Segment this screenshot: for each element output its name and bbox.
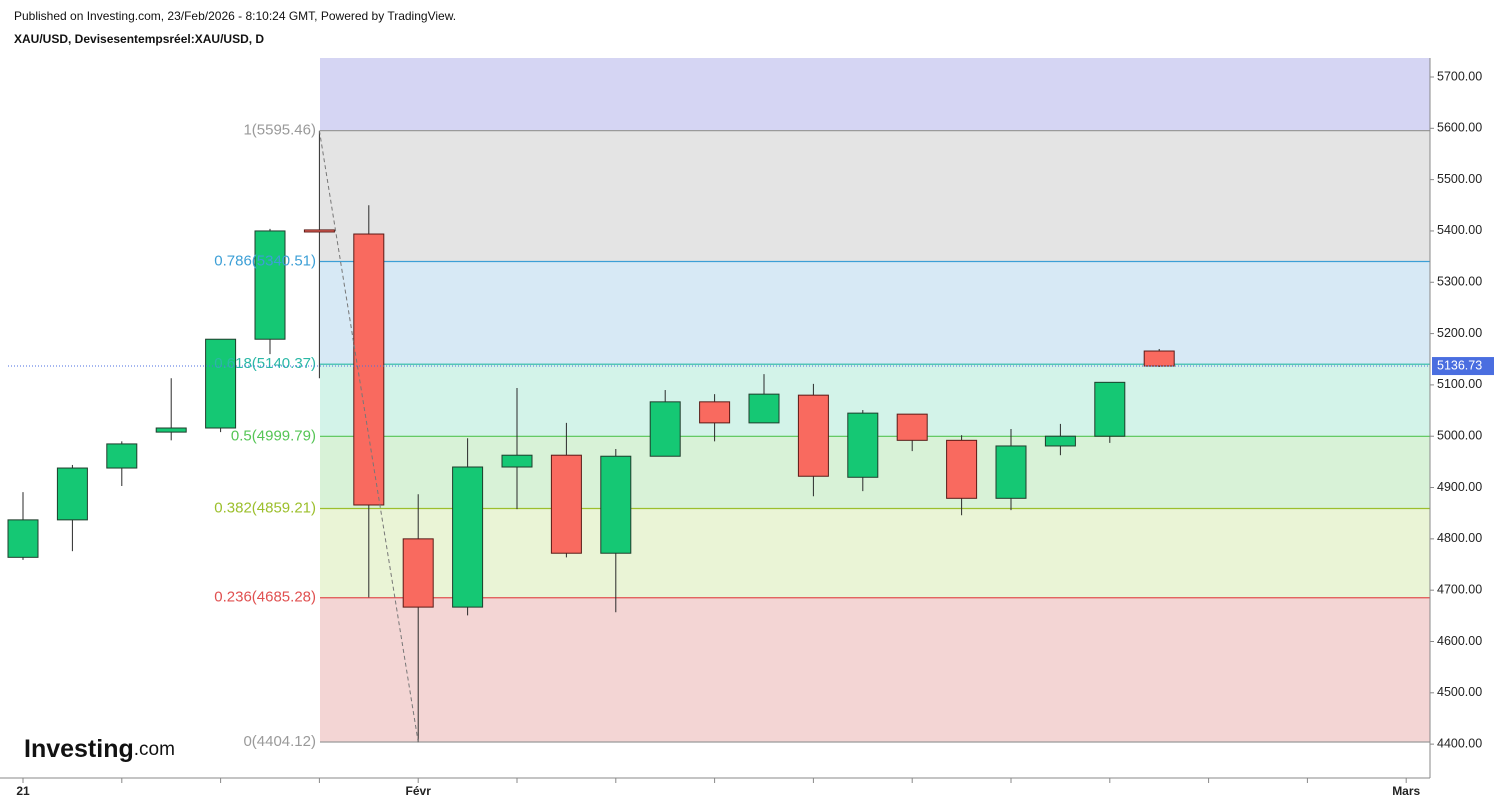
symbol-title: XAU/USD, Devisesentempsréel:XAU/USD, D — [14, 32, 264, 46]
fib-level-label: 0(4404.12) — [243, 733, 316, 750]
fib-level-label: 0.786(5340.51) — [214, 252, 316, 269]
fib-level-label: 0.5(4999.79) — [231, 427, 316, 444]
y-tick-label: 5300.00 — [1437, 275, 1482, 289]
candle-body — [1094, 381, 1126, 437]
candle-body — [155, 427, 187, 433]
candle-body — [847, 412, 879, 478]
candle-body — [1143, 350, 1175, 367]
y-tick-label: 5700.00 — [1437, 69, 1482, 83]
candle-body — [106, 443, 138, 469]
candle-body — [56, 467, 88, 521]
candle-body — [896, 413, 928, 441]
candle-body — [254, 230, 286, 340]
fib-zone — [320, 130, 1430, 262]
logo-main: Investing — [24, 735, 134, 763]
candle-body — [797, 394, 829, 477]
logo-suffix: .com — [134, 739, 175, 760]
y-tick-label: 4700.00 — [1437, 582, 1482, 596]
candle-body — [353, 233, 385, 506]
y-tick-label: 4900.00 — [1437, 480, 1482, 494]
fib-level-label: 0.618(5140.37) — [214, 355, 316, 372]
candle-body — [452, 466, 484, 608]
x-tick-label: Mars — [1392, 784, 1420, 798]
y-tick-label: 4600.00 — [1437, 634, 1482, 648]
fib-zone — [320, 597, 1430, 743]
y-tick-label: 4500.00 — [1437, 685, 1482, 699]
y-tick-label: 5500.00 — [1437, 172, 1482, 186]
y-tick-label: 5000.00 — [1437, 429, 1482, 443]
y-tick-label: 5100.00 — [1437, 377, 1482, 391]
fib-trend-line — [318, 130, 419, 743]
fib-zone — [320, 58, 1430, 131]
candle-body — [205, 338, 237, 429]
fib-level-label: 1(5595.46) — [243, 122, 316, 139]
fib-zone — [320, 508, 1430, 598]
candle-body — [699, 401, 731, 424]
candle-body — [303, 229, 335, 233]
candle-body — [402, 538, 434, 608]
candle-body — [1044, 435, 1076, 447]
y-tick-label: 5600.00 — [1437, 121, 1482, 135]
candle-body — [501, 454, 533, 468]
y-tick-label: 5400.00 — [1437, 223, 1482, 237]
x-tick-label: 21 — [16, 784, 30, 798]
last-price-box — [1432, 357, 1494, 376]
y-tick-label: 4400.00 — [1437, 736, 1482, 750]
candle-body — [600, 455, 632, 554]
candle-body — [550, 454, 582, 554]
logo: Investing.com — [24, 735, 175, 763]
candle-body — [748, 393, 780, 424]
candle-body — [946, 439, 978, 499]
fib-zone — [320, 261, 1430, 365]
y-tick-label: 4800.00 — [1437, 531, 1482, 545]
candle-body — [995, 445, 1027, 499]
candle-body — [649, 401, 681, 457]
published-note: Published on Investing.com, 23/Feb/2026 … — [14, 9, 456, 23]
y-tick-label: 5200.00 — [1437, 326, 1482, 340]
last-price-label: 5136.73 — [1437, 358, 1482, 372]
x-tick-label: Févr — [406, 784, 432, 798]
fib-level-label: 0.382(4859.21) — [214, 499, 316, 516]
fib-level-label: 0.236(4685.28) — [214, 589, 316, 606]
candle-body — [7, 519, 39, 558]
